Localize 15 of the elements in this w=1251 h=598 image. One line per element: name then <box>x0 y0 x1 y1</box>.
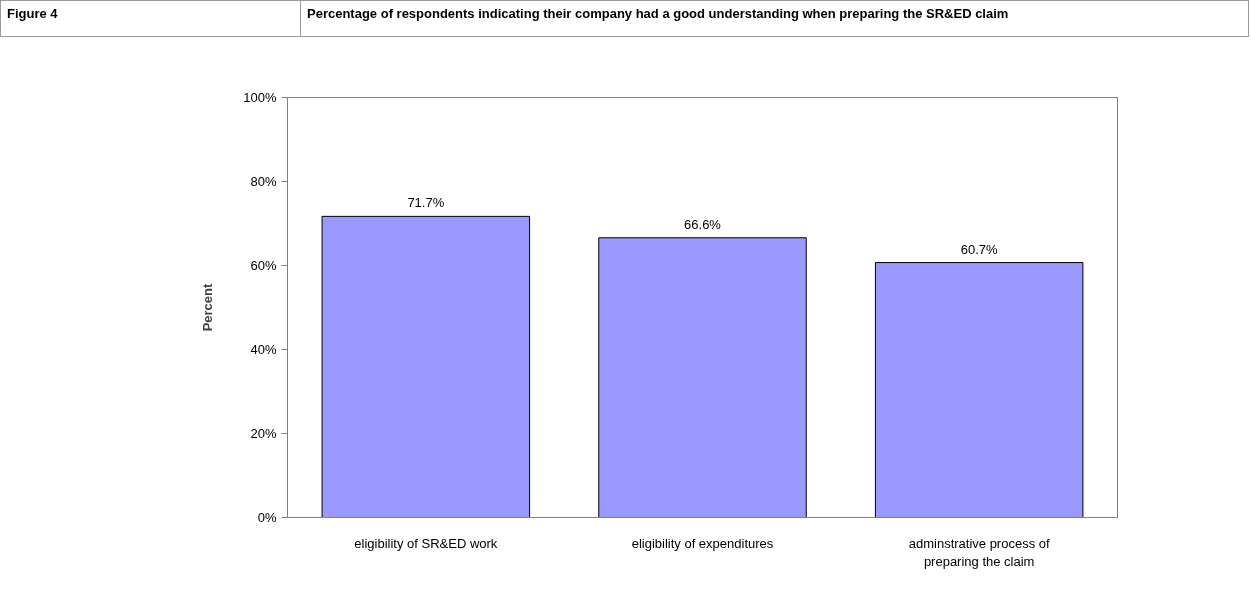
y-tick-label: 100% <box>243 90 277 105</box>
y-tick-label: 60% <box>250 258 277 273</box>
y-tick-label: 80% <box>250 174 277 189</box>
caption: Figure 4 <box>0 0 301 37</box>
x-tick-label: adminstrative process of preparing the claim <box>908 535 1050 569</box>
y-tick-label: 40% <box>250 342 277 357</box>
y-tick-label: 20% <box>250 426 277 441</box>
y-tick-label: 0% <box>257 510 277 525</box>
data-label: 71.7% <box>407 195 445 211</box>
data-label: 66.6% <box>684 216 722 232</box>
x-tick-label: eligibility of SR&ED work <box>354 535 498 551</box>
data-label: 60.7% <box>960 241 999 257</box>
y-axis-title: Percent <box>200 282 216 332</box>
x-tick-label: eligibility of expenditures <box>631 535 774 551</box>
chart-title: Percentage of respondents indicating their company had a good understanding when preparing the SR&ED claim <box>300 0 1249 37</box>
